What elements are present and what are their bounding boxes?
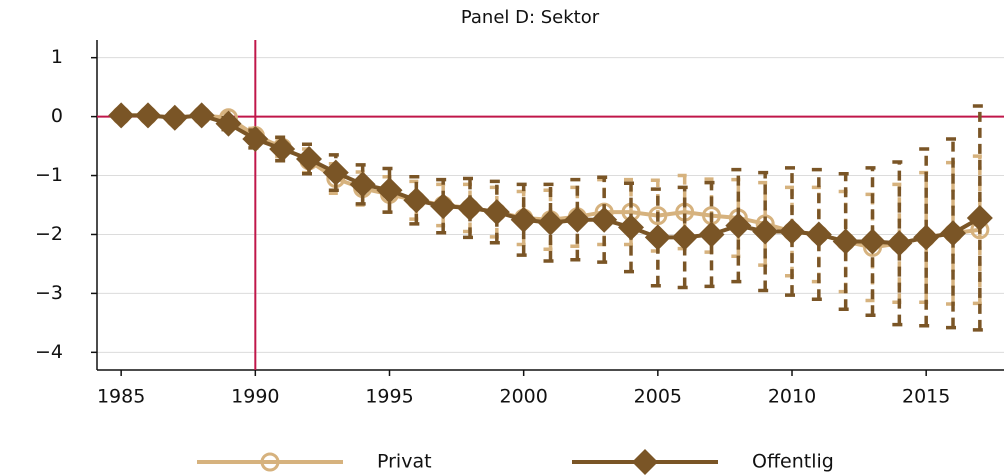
error-bar xyxy=(597,175,612,264)
point xyxy=(564,206,591,233)
error-bar xyxy=(785,166,800,297)
point xyxy=(510,206,537,233)
point xyxy=(134,102,161,129)
point xyxy=(725,212,752,239)
error-bar xyxy=(972,104,987,332)
chart-title: Panel D: Sektor xyxy=(461,7,600,28)
error-bar xyxy=(758,170,773,293)
legend-marker xyxy=(632,449,658,475)
x-tick-label: 2000 xyxy=(499,386,547,408)
y-tick-label: −4 xyxy=(35,341,63,363)
legend-label: Offentlig xyxy=(752,451,834,473)
point xyxy=(886,230,913,257)
point xyxy=(591,206,618,233)
point xyxy=(940,220,967,247)
x-tick-label: 2005 xyxy=(634,386,682,408)
y-tick-label: −1 xyxy=(35,164,63,186)
point xyxy=(188,102,215,129)
point xyxy=(644,224,671,251)
legend-label: Privat xyxy=(377,451,432,473)
point xyxy=(108,102,135,129)
point xyxy=(966,204,993,231)
point xyxy=(215,110,242,137)
point xyxy=(295,146,322,173)
y-tick-label: 0 xyxy=(51,105,63,127)
point xyxy=(322,159,349,186)
point xyxy=(752,218,779,245)
point xyxy=(832,228,859,255)
point xyxy=(698,221,725,248)
point xyxy=(403,187,430,214)
error-bar xyxy=(462,176,477,240)
x-tick-label: 1995 xyxy=(365,386,413,408)
point xyxy=(349,171,376,198)
point xyxy=(618,214,645,241)
y-tick-label: −2 xyxy=(35,223,63,245)
x-tick-label: 2015 xyxy=(902,386,950,408)
error-bar xyxy=(436,177,451,235)
point xyxy=(859,228,886,255)
point xyxy=(913,224,940,251)
point xyxy=(537,209,564,236)
point xyxy=(430,193,457,220)
point xyxy=(269,136,296,163)
x-tick-label: 1990 xyxy=(231,386,279,408)
error-bar xyxy=(946,137,961,330)
point xyxy=(483,199,510,226)
point xyxy=(805,221,832,248)
point xyxy=(671,224,698,251)
point xyxy=(376,177,403,204)
point xyxy=(242,126,269,152)
legend-marker xyxy=(260,452,280,472)
x-tick-label: 2010 xyxy=(768,386,816,408)
point xyxy=(161,104,188,131)
y-tick-label: −3 xyxy=(35,282,63,304)
point xyxy=(779,218,806,245)
point xyxy=(456,194,483,221)
point xyxy=(648,206,668,226)
x-tick-label: 1985 xyxy=(97,386,145,408)
error-bar xyxy=(489,179,504,245)
error-bar xyxy=(624,181,639,274)
y-tick-label: 1 xyxy=(51,46,63,68)
